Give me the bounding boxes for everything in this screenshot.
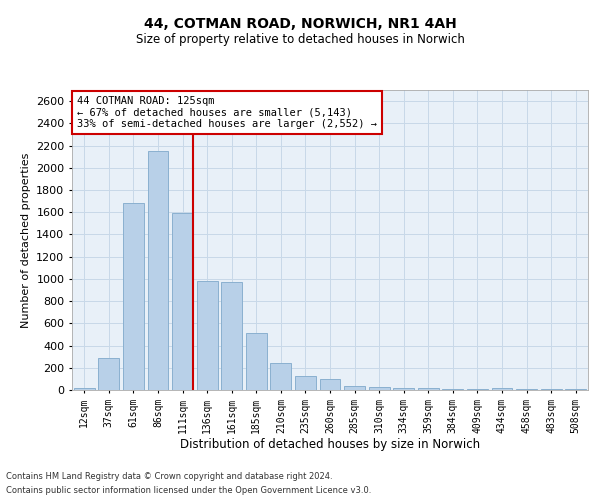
Bar <box>295 376 316 390</box>
Bar <box>393 388 414 390</box>
Bar <box>98 358 119 390</box>
Bar <box>368 387 389 390</box>
Bar <box>442 389 463 390</box>
Text: 44 COTMAN ROAD: 125sqm
← 67% of detached houses are smaller (5,143)
33% of semi-: 44 COTMAN ROAD: 125sqm ← 67% of detached… <box>77 96 377 129</box>
Bar <box>123 204 144 390</box>
Bar <box>197 281 218 390</box>
Bar <box>246 334 267 390</box>
X-axis label: Distribution of detached houses by size in Norwich: Distribution of detached houses by size … <box>180 438 480 452</box>
Text: Size of property relative to detached houses in Norwich: Size of property relative to detached ho… <box>136 32 464 46</box>
Bar <box>344 386 365 390</box>
Bar <box>172 214 193 390</box>
Bar <box>148 151 169 390</box>
Bar <box>565 389 586 390</box>
Y-axis label: Number of detached properties: Number of detached properties <box>20 152 31 328</box>
Bar <box>271 363 292 390</box>
Text: 44, COTMAN ROAD, NORWICH, NR1 4AH: 44, COTMAN ROAD, NORWICH, NR1 4AH <box>143 18 457 32</box>
Bar <box>491 388 512 390</box>
Text: Contains public sector information licensed under the Open Government Licence v3: Contains public sector information licen… <box>6 486 371 495</box>
Text: Contains HM Land Registry data © Crown copyright and database right 2024.: Contains HM Land Registry data © Crown c… <box>6 472 332 481</box>
Bar <box>74 388 95 390</box>
Bar <box>221 282 242 390</box>
Bar <box>418 388 439 390</box>
Bar <box>320 380 340 390</box>
